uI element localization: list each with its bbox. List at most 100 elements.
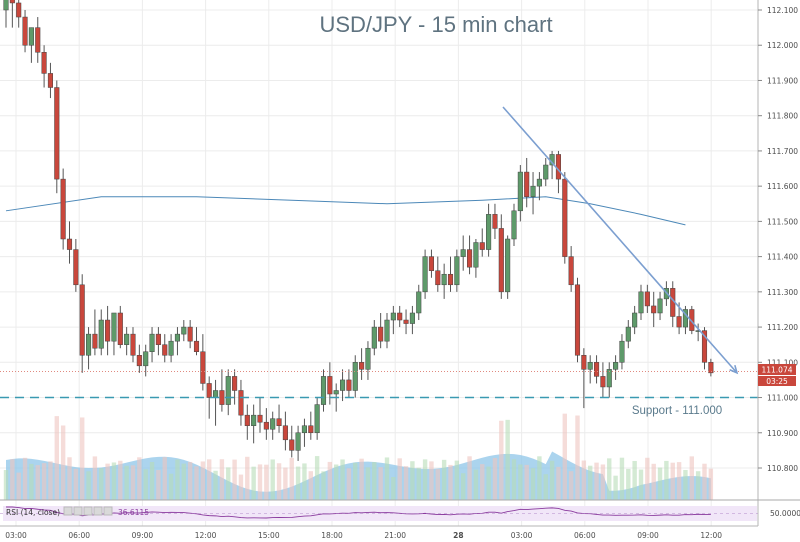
candle-body bbox=[701, 330, 708, 363]
candle-body bbox=[174, 333, 180, 342]
rsi-line bbox=[0, 506, 758, 519]
volume-bar bbox=[334, 464, 339, 500]
candle-body bbox=[98, 319, 104, 349]
candle-body bbox=[460, 249, 466, 257]
volume-bar bbox=[524, 464, 529, 500]
time-axis[interactable]: 03:00 06:00 09:00 12:00 15:00 18:00 21:00 28 03:… bbox=[0, 525, 800, 542]
candle-body bbox=[422, 256, 428, 293]
volume-bar bbox=[80, 417, 85, 500]
volume-bar bbox=[581, 460, 587, 500]
volume-bar bbox=[270, 459, 275, 500]
candle-body bbox=[162, 344, 168, 356]
candle-body bbox=[384, 319, 390, 342]
x-tick-label: 09:00 bbox=[637, 531, 659, 540]
candle-body bbox=[124, 333, 130, 345]
volume-bar bbox=[549, 460, 555, 500]
candle-body bbox=[530, 185, 536, 197]
candle-body bbox=[600, 376, 606, 388]
candle-body bbox=[619, 340, 625, 363]
rsi-curve bbox=[6, 506, 711, 519]
volume-bar bbox=[588, 465, 593, 500]
candle-body bbox=[708, 362, 714, 374]
x-tick-label: 12:00 bbox=[700, 531, 722, 540]
volume-bar bbox=[340, 459, 345, 500]
candle-body bbox=[263, 421, 269, 430]
volume-bar bbox=[314, 456, 320, 500]
volume-bar bbox=[226, 467, 231, 500]
volume-bar bbox=[295, 466, 301, 500]
candle-body bbox=[86, 333, 92, 356]
volume-bar bbox=[410, 461, 415, 500]
y-tick-label: 111.500 bbox=[767, 217, 798, 226]
support-label: Support - 111.000 bbox=[632, 405, 722, 417]
volume-bar bbox=[391, 476, 396, 500]
x-tick-label: 15:00 bbox=[258, 531, 280, 540]
volume-bar bbox=[251, 466, 256, 500]
candle-body bbox=[682, 309, 689, 328]
y-tick-label: 111.700 bbox=[767, 147, 798, 156]
volume-bar bbox=[283, 467, 288, 500]
candle-body bbox=[117, 312, 123, 345]
volume-bar bbox=[607, 458, 612, 500]
y-tick-label: 111.900 bbox=[767, 76, 798, 85]
volume-bar bbox=[518, 464, 523, 500]
volume-bar bbox=[276, 463, 282, 500]
candle-body bbox=[467, 249, 473, 268]
candle-body bbox=[505, 238, 511, 293]
candle-body bbox=[232, 376, 238, 391]
volume-bar bbox=[499, 420, 504, 500]
volume-bar bbox=[359, 458, 364, 500]
candle-body bbox=[613, 362, 619, 370]
candle-body bbox=[492, 214, 498, 229]
candle-body bbox=[282, 425, 288, 441]
candle-body bbox=[606, 369, 612, 388]
rsi-settings-icon[interactable] bbox=[63, 506, 113, 516]
time-axis-bg bbox=[0, 526, 800, 542]
volume-bar bbox=[645, 457, 650, 500]
volume-bar bbox=[365, 467, 371, 500]
volume-bar bbox=[124, 465, 129, 500]
candle-body bbox=[409, 312, 415, 324]
candle-body bbox=[435, 270, 441, 286]
candle-body bbox=[181, 326, 187, 335]
candle-body bbox=[28, 27, 34, 46]
volume-bar bbox=[60, 425, 66, 500]
candle-body bbox=[66, 238, 73, 250]
candles-layer bbox=[3, 0, 714, 461]
candle-body bbox=[130, 333, 136, 356]
volume-bar bbox=[73, 468, 79, 500]
candle-body bbox=[105, 319, 111, 342]
candle-body bbox=[543, 164, 549, 180]
candle-body bbox=[270, 418, 276, 430]
chart-title: USD/JPY - 15 min chart bbox=[319, 12, 552, 37]
volume-bar bbox=[137, 457, 142, 500]
volume-bar bbox=[29, 463, 34, 500]
candle-body bbox=[16, 2, 22, 18]
candle-body bbox=[73, 249, 79, 286]
moving-average-line bbox=[5, 196, 686, 226]
volume-bar bbox=[168, 473, 174, 500]
candle-body bbox=[295, 432, 301, 451]
volume-bar bbox=[213, 470, 218, 500]
y-tick-label: 111.000 bbox=[767, 394, 798, 403]
volume-bar bbox=[492, 458, 498, 500]
candle-body bbox=[447, 273, 454, 286]
x-tick-label: 21:00 bbox=[384, 531, 406, 540]
candle-body bbox=[511, 210, 517, 240]
candle-body bbox=[41, 52, 47, 74]
volume-bar bbox=[353, 462, 358, 500]
volume-bar bbox=[22, 457, 28, 500]
x-tick-label: 06:00 bbox=[68, 531, 90, 540]
candle-body bbox=[428, 256, 434, 271]
volume-bar bbox=[245, 456, 250, 500]
candle-body bbox=[562, 178, 568, 257]
x-tick-label: 18:00 bbox=[321, 531, 343, 540]
price-axis-bg bbox=[758, 0, 800, 500]
last-price-tag: 111.074 03:25 bbox=[758, 364, 796, 386]
volume-bar bbox=[118, 460, 123, 500]
price-axis[interactable]: 112.100 112.000 111.900 111.800 111.700 111.6… bbox=[757, 0, 800, 542]
volume-bar bbox=[689, 456, 694, 500]
y-tick-label: 111.800 bbox=[767, 112, 798, 121]
volume-bar bbox=[664, 460, 669, 500]
candle-body bbox=[219, 390, 225, 405]
